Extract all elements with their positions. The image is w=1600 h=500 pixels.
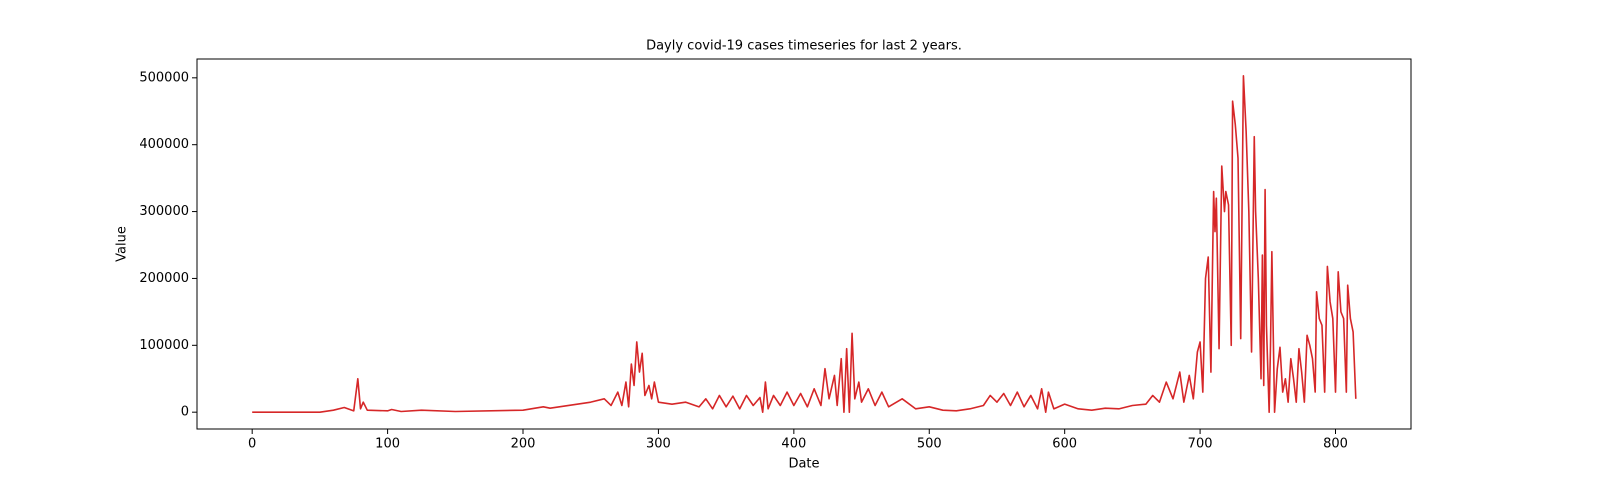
x-tick-label: 300 — [646, 437, 671, 452]
x-tick-label: 200 — [511, 437, 536, 452]
x-tick-label: 0 — [248, 437, 256, 452]
x-tick-label: 100 — [375, 437, 400, 452]
y-tick-label: 100000 — [139, 338, 189, 353]
x-tick-label: 500 — [917, 437, 942, 452]
y-tick-label: 400000 — [139, 137, 189, 152]
x-axis-label: Date — [788, 457, 819, 472]
y-tick-label: 200000 — [139, 271, 189, 286]
chart-title: Dayly covid-19 cases timeseries for last… — [646, 39, 962, 54]
x-tick-label: 700 — [1188, 437, 1213, 452]
y-tick-label: 0 — [181, 405, 189, 420]
y-tick-label: 300000 — [139, 204, 189, 219]
y-tick-label: 500000 — [139, 70, 189, 85]
x-tick-label: 600 — [1052, 437, 1077, 452]
x-tick-label: 800 — [1323, 437, 1348, 452]
plot-frame — [196, 58, 1412, 430]
y-axis-label: Value — [115, 226, 130, 262]
x-tick-label: 400 — [781, 437, 806, 452]
data-line — [252, 75, 1357, 413]
